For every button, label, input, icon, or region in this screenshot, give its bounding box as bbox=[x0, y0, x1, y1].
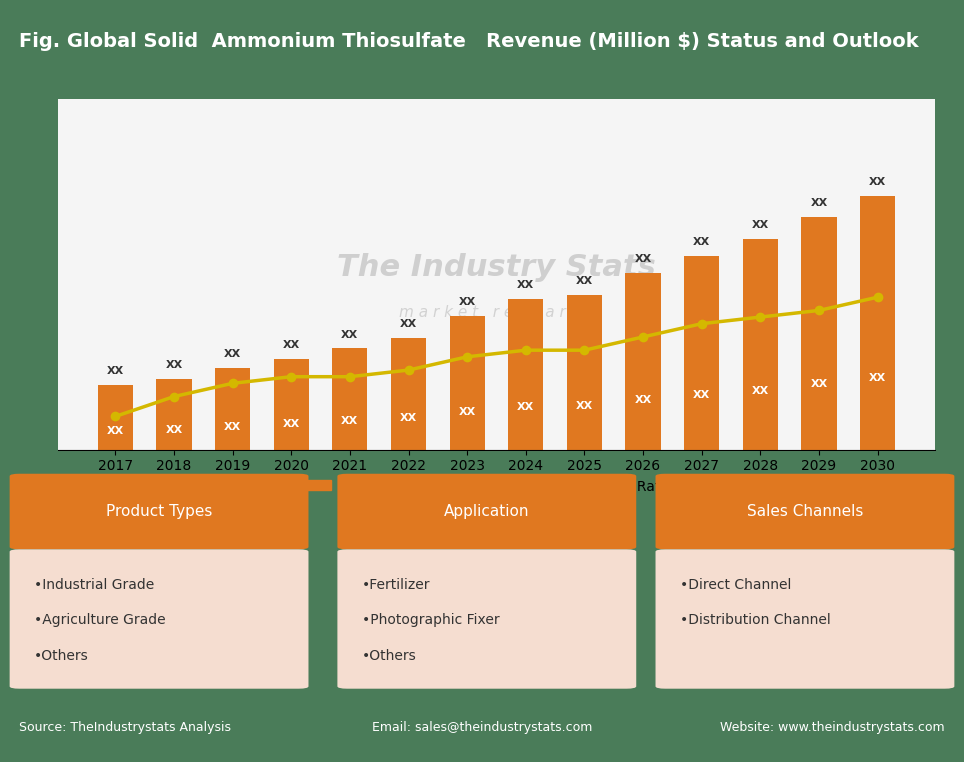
Bar bbox=[742, 239, 778, 450]
Text: Application: Application bbox=[444, 504, 529, 519]
Text: •Distribution Channel: •Distribution Channel bbox=[680, 613, 830, 627]
Bar bbox=[333, 348, 367, 450]
Bar bbox=[801, 217, 837, 450]
FancyBboxPatch shape bbox=[656, 549, 954, 689]
Text: XX: XX bbox=[224, 349, 241, 359]
Text: •Direct Channel: •Direct Channel bbox=[680, 578, 791, 592]
FancyBboxPatch shape bbox=[656, 474, 954, 549]
Text: Source: TheIndustrystats Analysis: Source: TheIndustrystats Analysis bbox=[19, 721, 231, 735]
Text: m a r k e t   r e s e a r c h: m a r k e t r e s e a r c h bbox=[399, 306, 594, 320]
Text: XX: XX bbox=[811, 198, 828, 208]
Bar bbox=[156, 379, 192, 450]
Text: XX: XX bbox=[341, 416, 359, 426]
Text: Sales Channels: Sales Channels bbox=[747, 504, 863, 519]
Text: XX: XX bbox=[634, 255, 652, 264]
Text: The Industry Stats: The Industry Stats bbox=[337, 253, 656, 282]
Text: XX: XX bbox=[165, 360, 182, 370]
Text: •Others: •Others bbox=[362, 648, 416, 663]
Text: XX: XX bbox=[165, 424, 182, 434]
Text: XX: XX bbox=[869, 177, 886, 187]
Text: XX: XX bbox=[400, 413, 417, 423]
Text: Product Types: Product Types bbox=[106, 504, 212, 519]
Text: •Industrial Grade: •Industrial Grade bbox=[34, 578, 154, 592]
Bar bbox=[860, 196, 896, 450]
Text: XX: XX bbox=[224, 421, 241, 432]
Text: XX: XX bbox=[811, 379, 828, 389]
Text: Fig. Global Solid  Ammonium Thiosulfate   Revenue (Million $) Status and Outlook: Fig. Global Solid Ammonium Thiosulfate R… bbox=[19, 33, 919, 51]
FancyBboxPatch shape bbox=[337, 549, 636, 689]
Text: XX: XX bbox=[459, 407, 476, 418]
Text: •Agriculture Grade: •Agriculture Grade bbox=[34, 613, 166, 627]
Bar bbox=[391, 338, 426, 450]
Text: XX: XX bbox=[282, 419, 300, 429]
Text: XX: XX bbox=[752, 219, 769, 229]
Text: Website: www.theindustrystats.com: Website: www.theindustrystats.com bbox=[720, 721, 945, 735]
Text: Email: sales@theindustrystats.com: Email: sales@theindustrystats.com bbox=[372, 721, 592, 735]
Legend: Revenue (Million $), Y-oY Growth Rate (%): Revenue (Million $), Y-oY Growth Rate (%… bbox=[290, 474, 703, 498]
Bar bbox=[508, 299, 544, 450]
Text: •Others: •Others bbox=[34, 648, 89, 663]
Bar bbox=[626, 273, 660, 450]
Text: XX: XX bbox=[459, 297, 476, 307]
Text: XX: XX bbox=[400, 319, 417, 328]
Text: XX: XX bbox=[107, 366, 124, 376]
Bar bbox=[274, 359, 308, 450]
Text: XX: XX bbox=[693, 390, 710, 400]
Text: XX: XX bbox=[634, 395, 652, 405]
Text: XX: XX bbox=[576, 401, 593, 411]
Text: •Fertilizer: •Fertilizer bbox=[362, 578, 430, 592]
Text: XX: XX bbox=[341, 329, 359, 340]
Bar bbox=[97, 385, 133, 450]
Text: XX: XX bbox=[752, 386, 769, 395]
Bar bbox=[449, 316, 485, 450]
Text: XX: XX bbox=[869, 373, 886, 383]
Text: XX: XX bbox=[517, 280, 534, 290]
FancyBboxPatch shape bbox=[10, 549, 308, 689]
Bar bbox=[684, 256, 719, 450]
Text: XX: XX bbox=[517, 402, 534, 412]
Text: XX: XX bbox=[282, 341, 300, 351]
Text: XX: XX bbox=[693, 237, 710, 247]
Bar bbox=[215, 368, 251, 450]
Text: •Photographic Fixer: •Photographic Fixer bbox=[362, 613, 499, 627]
Text: XX: XX bbox=[576, 276, 593, 286]
FancyBboxPatch shape bbox=[10, 474, 308, 549]
Text: XX: XX bbox=[107, 427, 124, 437]
Bar bbox=[567, 295, 602, 450]
FancyBboxPatch shape bbox=[337, 474, 636, 549]
